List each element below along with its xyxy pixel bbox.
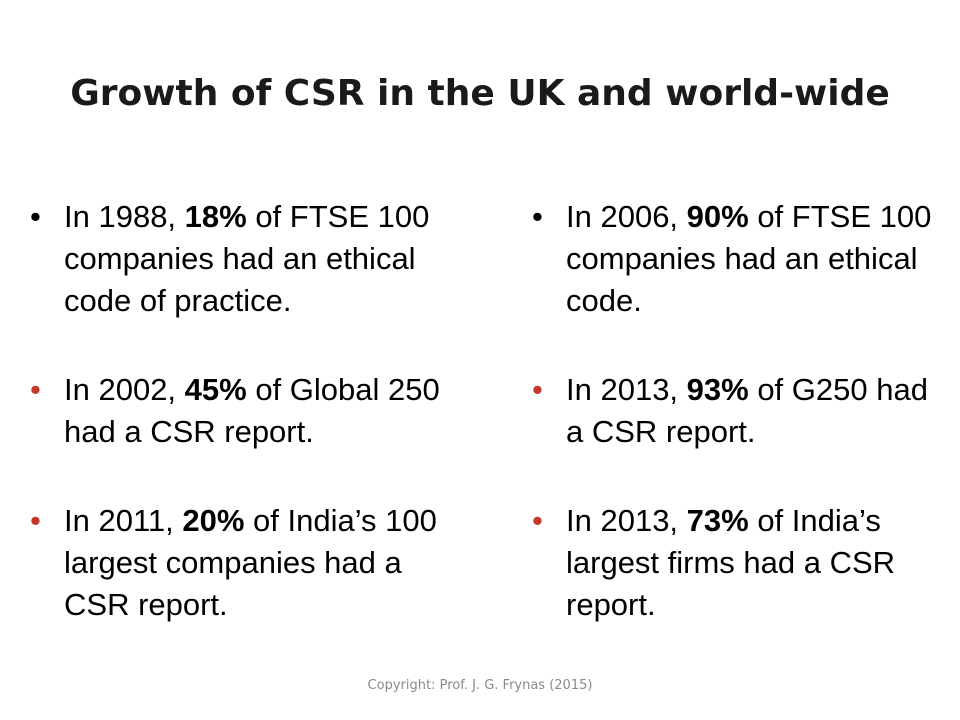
slide-title: Growth of CSR in the UK and world-wide (70, 73, 890, 114)
left-bullet-item-2: • In 2002, 45% of Global 250 had a CSR r… (30, 369, 460, 453)
bullet-dot-icon: • (532, 503, 543, 538)
left-bullet-list: • In 1988, 18% of FTSE 100 companies had… (30, 196, 460, 673)
bullet-dot-icon: • (30, 372, 41, 407)
bullet-prefix: In 2006, (566, 199, 687, 234)
left-bullet-item-3: • In 2011, 20% of India’s 100 largest co… (30, 500, 460, 626)
right-bullet-list: • In 2006, 90% of FTSE 100 companies had… (532, 196, 952, 673)
bullet-suffix: of FTSE 100 companies had an ethical cod… (566, 199, 932, 318)
bullet-dot-icon: • (30, 199, 41, 234)
bullet-dot-icon: • (532, 199, 543, 234)
bullet-suffix: of Global 250 had a CSR report. (64, 372, 440, 449)
bullet-prefix: In 2011, (64, 503, 183, 538)
bullet-highlight: 90% (686, 199, 749, 234)
bullet-prefix: In 2013, (566, 372, 687, 407)
bullet-suffix: of India’s 100 largest companies had a C… (64, 503, 437, 622)
right-bullet-item-3: • In 2013, 73% of India’s largest firms … (532, 500, 952, 626)
bullet-suffix: of FTSE 100 companies had an ethical cod… (64, 199, 430, 318)
bullet-prefix: In 2013, (566, 503, 687, 538)
bullet-highlight: 20% (182, 503, 245, 538)
left-bullet-item-1: • In 1988, 18% of FTSE 100 companies had… (30, 196, 460, 322)
right-bullet-item-1: • In 2006, 90% of FTSE 100 companies had… (532, 196, 952, 322)
bullet-dot-icon: • (30, 503, 41, 538)
right-bullet-item-2: • In 2013, 93% of G250 had a CSR report. (532, 369, 952, 453)
bullet-highlight: 93% (686, 372, 749, 407)
bullet-suffix: of India’s largest firms had a CSR repor… (566, 503, 896, 622)
bullet-highlight: 45% (184, 372, 247, 407)
bullet-suffix: of G250 had a CSR report. (566, 372, 928, 449)
bullet-prefix: In 2002, (64, 372, 185, 407)
bullet-prefix: In 1988, (64, 199, 185, 234)
copyright-footer: Copyright: Prof. J. G. Frynas (2015) (367, 678, 593, 693)
bullet-dot-icon: • (532, 372, 543, 407)
bullet-highlight: 73% (686, 503, 749, 538)
bullet-highlight: 18% (184, 199, 247, 234)
